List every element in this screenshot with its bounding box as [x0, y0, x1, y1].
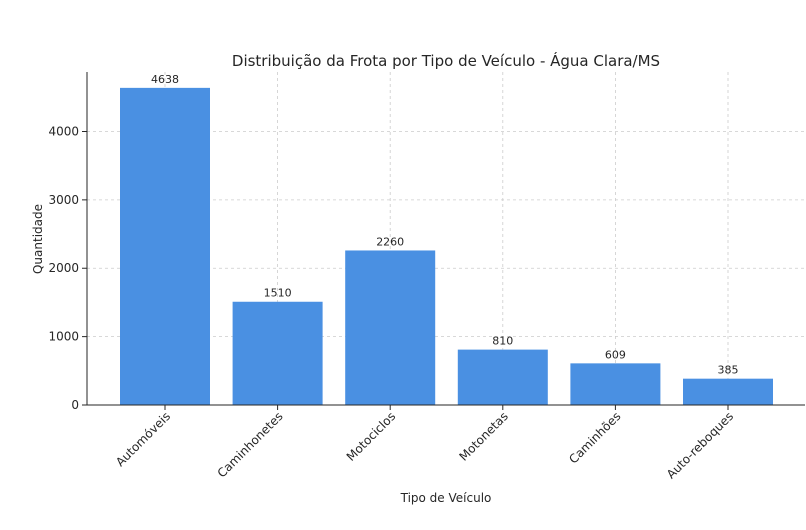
bar: [345, 250, 436, 405]
bar: [683, 378, 773, 405]
y-axis-ticks: 0 1000 2000 3000 4000: [48, 124, 87, 412]
x-axis-title: Tipo de Veículo: [400, 491, 492, 505]
x-tick-label: Auto-reboques: [664, 409, 736, 481]
x-axis-ticks: Automóveis Caminhonetes Motociclos Motoneta…: [113, 405, 736, 482]
bar: [120, 87, 210, 406]
x-tick-label: Caminhões: [566, 409, 623, 466]
y-tick-label: 2000: [48, 261, 79, 275]
data-label: 810: [492, 335, 513, 348]
bar: [570, 363, 661, 405]
data-label: 4638: [151, 73, 179, 86]
bars: [120, 87, 773, 406]
x-tick-label: Caminhonetes: [215, 409, 286, 480]
y-tick-label: 4000: [48, 124, 79, 138]
data-label: 609: [605, 348, 626, 361]
data-label: 385: [718, 364, 739, 377]
data-label: 1510: [264, 287, 292, 300]
y-tick-label: 3000: [48, 193, 79, 207]
x-tick-label: Automóveis: [113, 409, 173, 469]
data-label: 2260: [376, 235, 404, 248]
y-axis-title: Quantidade: [31, 204, 45, 274]
bar: [232, 301, 323, 405]
chart-title: Distribuição da Frota por Tipo de Veícul…: [232, 51, 660, 70]
y-tick-label: 1000: [48, 330, 79, 344]
y-tick-label: 0: [71, 398, 79, 412]
bar: [457, 349, 548, 405]
data-labels: 4638 1510 2260 810 609 385: [151, 73, 739, 377]
x-tick-label: Motociclos: [344, 409, 399, 464]
x-tick-label: Motonetas: [456, 409, 510, 463]
